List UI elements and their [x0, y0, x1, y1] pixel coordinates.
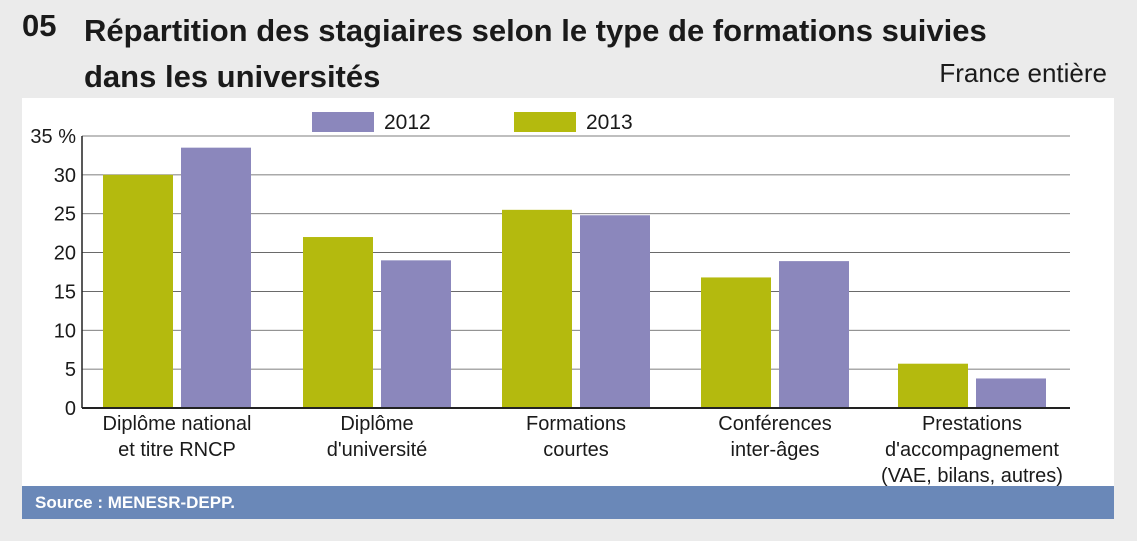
y-tick-label: 5	[65, 359, 76, 381]
bar-2012	[779, 261, 849, 408]
bar-2012	[976, 378, 1046, 408]
x-tick-label: Formations courtes	[526, 413, 626, 461]
y-tick-label: 20	[54, 243, 76, 265]
y-tick-label: 30	[54, 165, 76, 187]
legend-swatch	[312, 112, 374, 132]
source-bar: Source : MENESR-DEPP.	[22, 486, 1114, 519]
bar-2012	[381, 260, 451, 408]
x-tick-label: Prestations d'accompagnement (VAE, bilans,…	[881, 413, 1063, 486]
bar-2012	[181, 147, 251, 408]
chart-panel: 35 % 30 25 20 15 10 5 0 Diplôme national et titre…	[22, 98, 1114, 486]
bar-2012	[580, 215, 650, 408]
chart-subtitle: France entière	[939, 58, 1107, 88]
bar-2013	[502, 209, 572, 408]
legend-label: 2012	[384, 111, 431, 134]
bar-2013	[701, 277, 771, 408]
chart-title: Répartition des stagiaires selon le type…	[84, 13, 987, 94]
x-tick-label: Conférences inter-âges	[718, 413, 831, 461]
x-tick-label: Diplôme national et titre RNCP	[103, 413, 252, 461]
y-tick-label: 15	[54, 281, 76, 303]
y-tick-label: 10	[54, 320, 76, 342]
y-tick-label: 25	[54, 204, 76, 226]
legend-swatch	[514, 112, 576, 132]
bar-2013	[898, 363, 968, 408]
legend-label: 2013	[586, 111, 633, 134]
y-tick-label: 0	[65, 398, 76, 420]
source-text: Source : MENESR-DEPP.	[35, 493, 235, 512]
y-tick-label: 35 %	[30, 126, 76, 148]
bar-2013	[303, 237, 373, 408]
bar-2013	[103, 174, 173, 408]
x-tick-label: Diplôme d'université	[327, 413, 428, 461]
bar-chart: 35 % 30 25 20 15 10 5 0 Diplôme national et titre…	[30, 111, 1070, 486]
figure-number: 05	[22, 8, 57, 43]
